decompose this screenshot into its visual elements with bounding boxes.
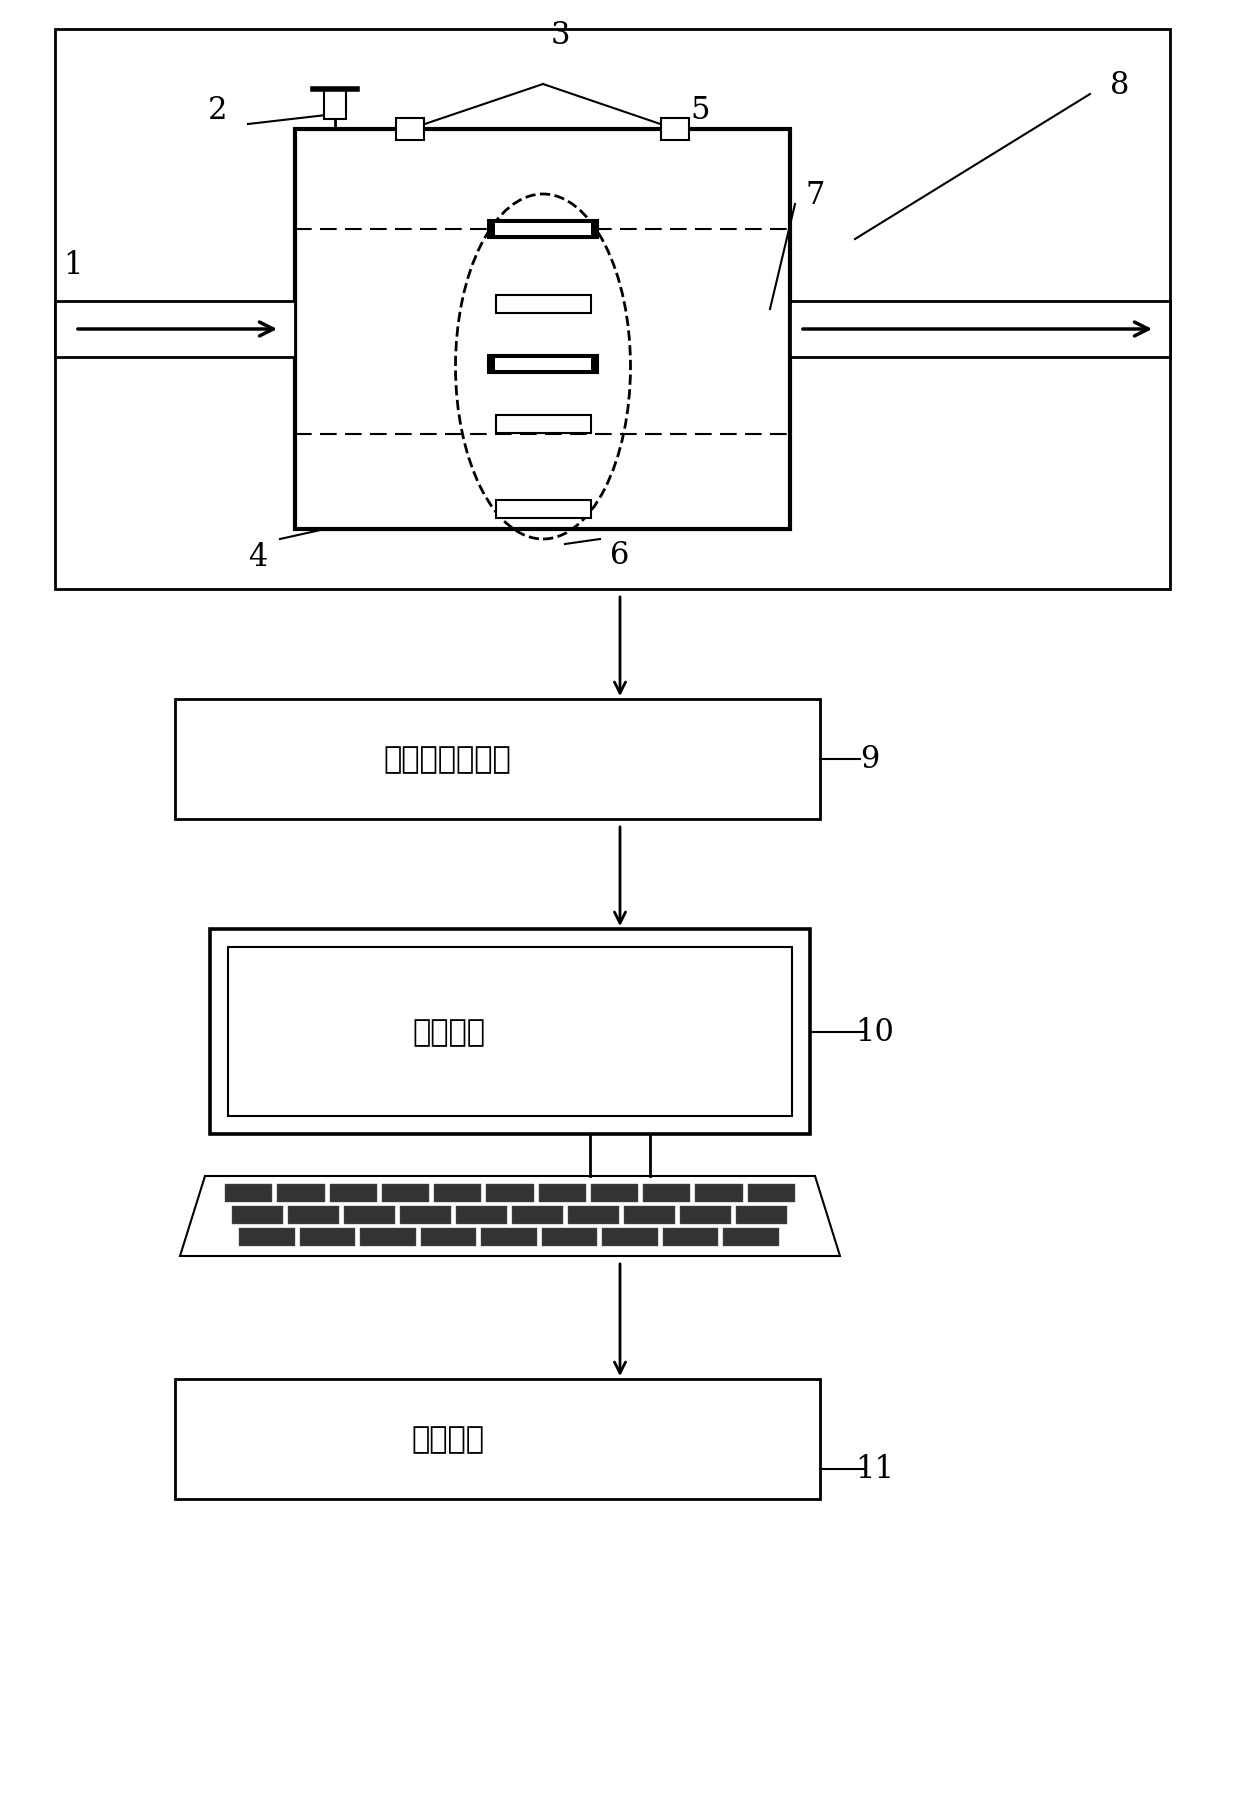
Text: 11: 11 <box>856 1453 894 1484</box>
Text: 3: 3 <box>551 20 569 51</box>
Bar <box>232 1206 283 1224</box>
Bar <box>55 31 1171 590</box>
Text: 7: 7 <box>805 180 825 210</box>
Bar <box>210 929 810 1134</box>
Polygon shape <box>180 1175 839 1257</box>
Bar <box>300 1228 355 1246</box>
Bar <box>382 1185 429 1203</box>
Bar <box>723 1228 779 1246</box>
Bar <box>737 1206 787 1224</box>
Bar <box>295 131 790 530</box>
Bar <box>55 301 295 357</box>
Bar <box>324 91 346 120</box>
Bar <box>288 1206 339 1224</box>
Text: 1: 1 <box>63 249 83 281</box>
Bar <box>239 1228 295 1246</box>
Bar <box>489 356 598 374</box>
Bar <box>343 1206 396 1224</box>
Bar <box>396 120 424 141</box>
Bar <box>680 1206 732 1224</box>
Bar <box>420 1228 476 1246</box>
Text: 4: 4 <box>248 542 268 573</box>
Bar <box>748 1185 795 1203</box>
Bar <box>278 1185 325 1203</box>
Bar <box>496 501 591 519</box>
Text: 6: 6 <box>610 539 630 570</box>
Bar <box>538 1185 587 1203</box>
Bar <box>542 1228 598 1246</box>
Bar <box>360 1228 415 1246</box>
Bar <box>228 947 792 1116</box>
Bar <box>696 1185 743 1203</box>
Bar <box>495 223 591 236</box>
Bar <box>330 1185 377 1203</box>
Text: 9: 9 <box>861 744 879 775</box>
Text: 10: 10 <box>856 1016 894 1047</box>
Text: 2: 2 <box>208 94 228 125</box>
Bar <box>591 1185 639 1203</box>
Text: 数据采集与处理: 数据采集与处理 <box>384 746 512 775</box>
Bar <box>496 296 591 314</box>
Bar <box>790 301 1171 357</box>
Text: 8: 8 <box>1110 69 1130 100</box>
Bar <box>175 700 820 820</box>
Bar <box>224 1185 273 1203</box>
Bar <box>486 1185 533 1203</box>
Text: 图像重建: 图像重建 <box>412 1018 485 1047</box>
Text: 流量计算: 流量计算 <box>412 1424 485 1453</box>
Bar <box>568 1206 619 1224</box>
Bar <box>603 1228 658 1246</box>
Bar <box>661 120 689 141</box>
Bar <box>456 1206 507 1224</box>
Text: 5: 5 <box>691 94 709 125</box>
Bar <box>434 1185 481 1203</box>
Bar <box>496 415 591 434</box>
Bar <box>644 1185 691 1203</box>
Bar <box>495 359 591 370</box>
Bar <box>512 1206 563 1224</box>
Bar <box>175 1379 820 1498</box>
Bar <box>624 1206 675 1224</box>
Bar <box>663 1228 718 1246</box>
Bar <box>489 221 598 239</box>
Bar <box>481 1228 537 1246</box>
Bar <box>401 1206 451 1224</box>
